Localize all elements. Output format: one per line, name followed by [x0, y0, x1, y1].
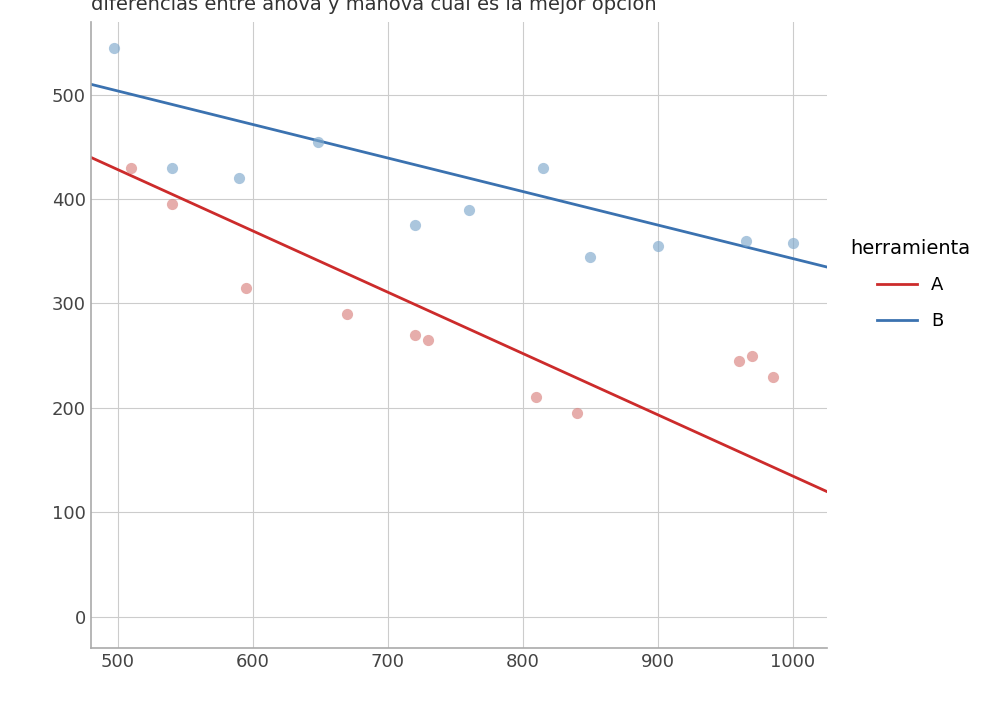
Point — [123, 162, 139, 174]
Point — [231, 173, 247, 184]
Text: diferencias entre anova y manova cual es la mejor opcion: diferencias entre anova y manova cual es… — [91, 0, 656, 14]
Point — [106, 42, 122, 53]
Point — [238, 282, 254, 294]
Point — [535, 162, 551, 174]
Point — [420, 334, 436, 346]
Point — [406, 329, 422, 341]
Point — [406, 220, 422, 231]
Point — [650, 240, 666, 252]
Point — [569, 408, 585, 419]
Point — [339, 308, 355, 320]
Point — [583, 251, 599, 262]
Point — [738, 235, 754, 246]
Point — [309, 136, 326, 148]
Point — [461, 204, 477, 215]
Point — [528, 392, 544, 403]
Point — [163, 162, 179, 174]
Point — [785, 237, 801, 248]
Point — [764, 371, 780, 382]
Point — [744, 350, 760, 361]
Point — [731, 355, 747, 366]
Legend: A, B: A, B — [843, 232, 978, 338]
Point — [163, 199, 179, 210]
